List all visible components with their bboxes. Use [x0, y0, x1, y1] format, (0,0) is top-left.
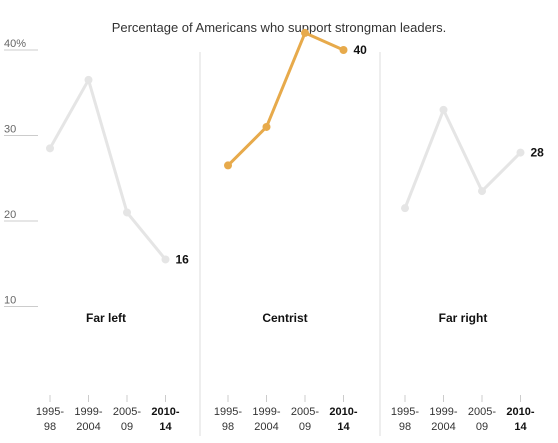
x-tick-label: 1999-: [252, 406, 280, 418]
x-tick-label: 14: [159, 421, 172, 433]
data-point: [46, 144, 54, 153]
x-tick-label: 09: [121, 421, 133, 433]
x-tick-label: 09: [299, 421, 311, 433]
x-tick-label: 2005-: [468, 406, 496, 418]
x-tick-label: 98: [44, 421, 56, 433]
y-tick-label: 40%: [4, 38, 26, 50]
x-tick-label: 2004: [431, 421, 455, 433]
data-point: [262, 122, 271, 131]
x-tick-label: 2005-: [113, 406, 141, 418]
x-tick-label: 2010-: [151, 406, 179, 418]
x-tick-label: 98: [399, 421, 411, 433]
x-tick-label: 09: [476, 421, 488, 433]
panel-name: Centrist: [262, 311, 307, 325]
panel-name: Far left: [86, 311, 126, 325]
y-tick-label: 30: [4, 124, 16, 136]
panel-name: Far right: [439, 311, 488, 325]
x-tick-label: 2010-: [329, 406, 357, 418]
data-label: 16: [176, 252, 190, 266]
data-point: [439, 105, 448, 114]
data-point: [123, 208, 131, 217]
x-tick-label: 2004: [76, 421, 100, 433]
x-tick-label: 1999-: [74, 406, 102, 418]
data-point: [84, 75, 93, 84]
data-point: [401, 204, 409, 213]
chart-title: Percentage of Americans who support stro…: [111, 20, 447, 35]
x-tick-label: 14: [514, 421, 527, 433]
data-label: 40: [354, 43, 368, 57]
x-tick-label: 14: [337, 421, 350, 433]
x-tick-label: 1995-: [214, 406, 242, 418]
data-point: [339, 46, 348, 54]
data-label: 28: [531, 146, 545, 160]
x-tick-label: 1995-: [36, 406, 64, 418]
x-tick-label: 2004: [254, 421, 278, 433]
x-tick-label: 2010-: [506, 406, 534, 418]
x-tick-label: 2005-: [291, 406, 319, 418]
data-point: [301, 28, 309, 37]
series-line: [226, 31, 345, 167]
y-tick-label: 20: [4, 209, 16, 221]
data-point: [161, 255, 170, 264]
series-line: [48, 78, 167, 261]
data-point: [224, 161, 232, 170]
series-line: [403, 108, 522, 210]
y-tick-label: 10: [4, 295, 16, 307]
data-point: [516, 148, 525, 157]
x-tick-label: 1999-: [429, 406, 457, 418]
data-point: [478, 187, 486, 196]
x-tick-label: 98: [222, 421, 234, 433]
x-tick-label: 1995-: [391, 406, 419, 418]
